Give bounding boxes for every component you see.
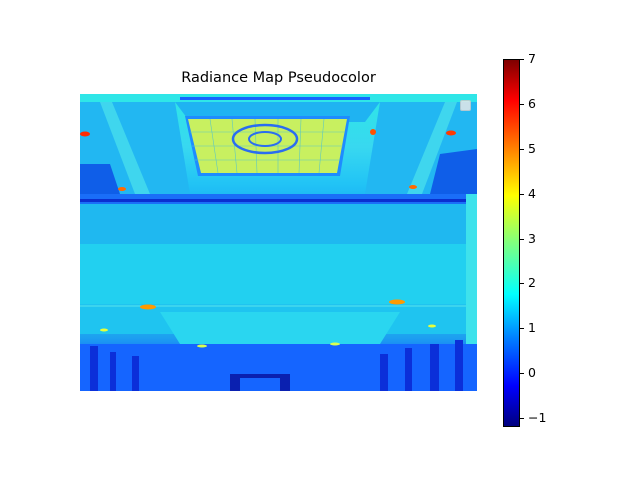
chart-title: Radiance Map Pseudocolor [181,70,376,86]
colorbar-tick-mark [520,418,524,420]
colorbar-tick-mark [520,59,524,60]
colorbar-tick-mark [520,193,524,195]
colorbar-tick-mark [520,103,524,105]
colorbar [503,59,520,427]
colorbar-tick-label: 7 [528,51,536,66]
colorbar-tick-mark [520,238,524,240]
colorbar-tick-label: 5 [528,140,536,156]
radiance-map-image [80,94,477,391]
colorbar-tick-mark [520,328,524,330]
colorbar-tick-label: 0 [528,365,536,381]
colorbar-tick-label: 3 [528,230,536,246]
colorbar-tick-label: −1 [528,410,547,426]
colorbar-ticks: −1 0 1 2 3 4 5 6 7 [520,0,580,480]
colorbar-tick-mark [520,148,524,150]
radiance-scene [80,94,477,391]
colorbar-tick-mark [520,283,524,285]
colorbar-tick-label: 6 [528,95,536,111]
colorbar-tick-label: 2 [528,275,536,291]
legend-box [460,100,471,111]
colorbar-tick-label: 1 [528,320,536,336]
colorbar-tick-label: 4 [528,185,536,201]
colorbar-tick-mark [520,373,524,375]
